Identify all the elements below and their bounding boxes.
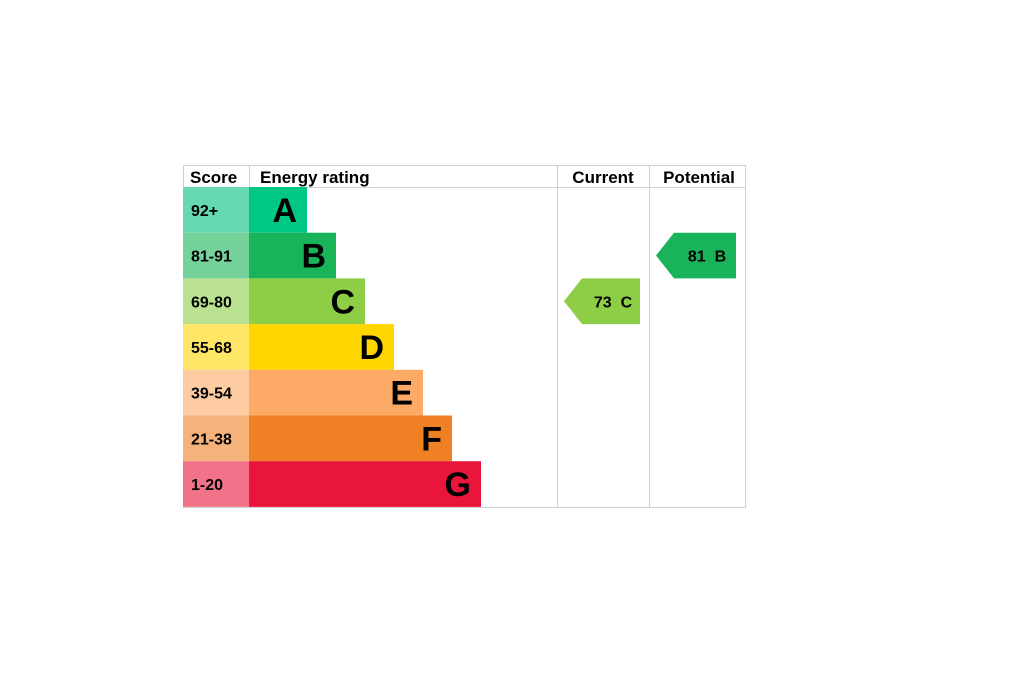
rating-letter: C bbox=[330, 283, 355, 321]
score-label: 39-54 bbox=[191, 386, 232, 403]
current-rating-arrow bbox=[564, 278, 640, 325]
header-row: Score Energy rating Current Potential bbox=[190, 168, 735, 187]
rating-letter: B bbox=[301, 238, 326, 276]
rating-bar-c bbox=[249, 278, 365, 325]
rating-bar-a bbox=[249, 187, 307, 233]
rating-arrows: 73 C 81 B bbox=[564, 232, 736, 325]
score-cell-d bbox=[183, 324, 249, 370]
rating-letter: D bbox=[359, 329, 384, 367]
rating-bar-g bbox=[249, 461, 481, 507]
score-cell-a bbox=[183, 187, 249, 233]
score-cell-c bbox=[183, 278, 249, 325]
score-label: 81-91 bbox=[191, 249, 232, 266]
rating-letter: F bbox=[421, 420, 442, 458]
score-cell-f bbox=[183, 415, 249, 462]
rating-bar-f bbox=[249, 415, 452, 462]
score-cell-g bbox=[183, 461, 249, 507]
score-label: 55-68 bbox=[191, 340, 232, 357]
score-cell-b bbox=[183, 232, 249, 279]
score-cell-e bbox=[183, 369, 249, 416]
current-rating-label: 73 C bbox=[594, 294, 633, 311]
rating-letter: A bbox=[272, 192, 297, 230]
score-label: 69-80 bbox=[191, 294, 232, 311]
score-column: 92+ 81-91 69-80 55-68 39-54 21-38 1-20 bbox=[183, 187, 249, 507]
rating-bar-b bbox=[249, 232, 336, 279]
score-header: Score bbox=[190, 168, 237, 187]
rating-letter: G bbox=[445, 466, 471, 504]
rating-bar-e bbox=[249, 369, 423, 416]
current-header: Current bbox=[572, 168, 634, 187]
potential-rating-arrow bbox=[656, 232, 736, 279]
score-label: 21-38 bbox=[191, 431, 232, 448]
score-label: 1-20 bbox=[191, 477, 223, 494]
rating-bar-d bbox=[249, 324, 394, 370]
energy-rating-header: Energy rating bbox=[260, 168, 370, 187]
score-label: 92+ bbox=[191, 203, 218, 220]
potential-rating-label: 81 B bbox=[688, 249, 726, 266]
rating-letter: E bbox=[390, 375, 413, 413]
potential-header: Potential bbox=[663, 168, 735, 187]
